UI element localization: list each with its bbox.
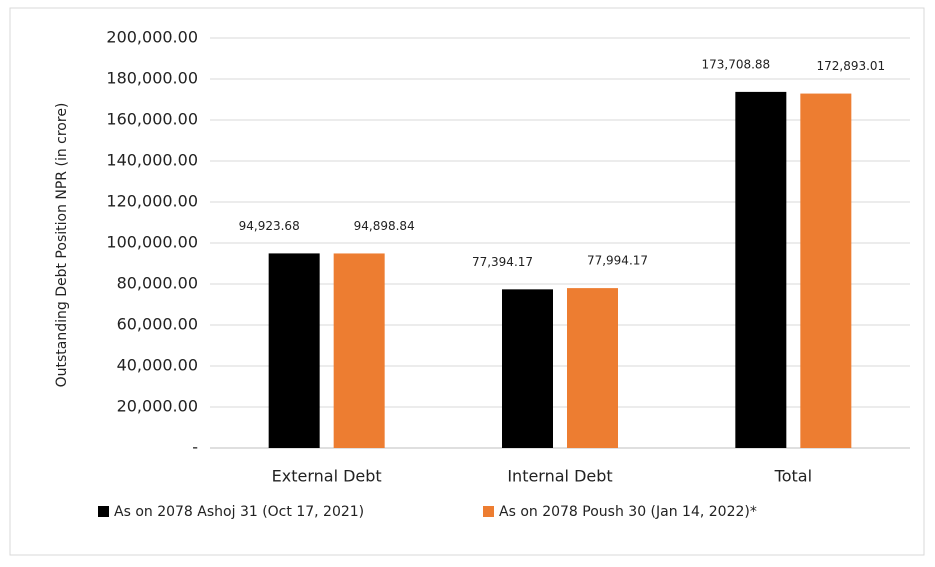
y-tick-label: 160,000.00: [106, 110, 198, 129]
x-tick-label: Internal Debt: [507, 467, 612, 486]
y-tick-label: 120,000.00: [106, 192, 198, 211]
data-label: 94,898.84: [354, 219, 415, 233]
data-label: 172,893.01: [816, 59, 885, 73]
y-tick-label: 140,000.00: [106, 151, 198, 170]
legend-swatch: [98, 506, 109, 517]
bar: [567, 288, 618, 448]
x-tick-label: External Debt: [272, 467, 382, 486]
legend-label: As on 2078 Poush 30 (Jan 14, 2022)*: [499, 504, 757, 520]
y-tick-label: 100,000.00: [106, 233, 198, 252]
data-label: 77,394.17: [472, 255, 533, 269]
legend-swatch: [483, 506, 494, 517]
y-tick-label: 180,000.00: [106, 69, 198, 88]
y-tick-label: 80,000.00: [117, 274, 198, 293]
bar: [502, 289, 553, 448]
legend-label: As on 2078 Ashoj 31 (Oct 17, 2021): [114, 504, 364, 520]
bar: [268, 253, 320, 448]
data-label: 77,994.17: [587, 254, 648, 268]
y-tick-label: 20,000.00: [117, 397, 198, 416]
data-label: 94,923.68: [239, 219, 300, 233]
bar: [800, 93, 852, 448]
bar: [735, 91, 787, 449]
data-label: 173,708.88: [701, 57, 770, 71]
y-axis-label: Outstanding Debt Position NPR (in crore): [54, 103, 70, 388]
y-tick-label: 60,000.00: [117, 315, 198, 334]
y-tick-label: -: [192, 438, 198, 457]
y-tick-label: 200,000.00: [106, 28, 198, 47]
bar: [333, 253, 385, 448]
x-tick-label: Total: [774, 467, 812, 486]
y-tick-label: 40,000.00: [117, 356, 198, 375]
